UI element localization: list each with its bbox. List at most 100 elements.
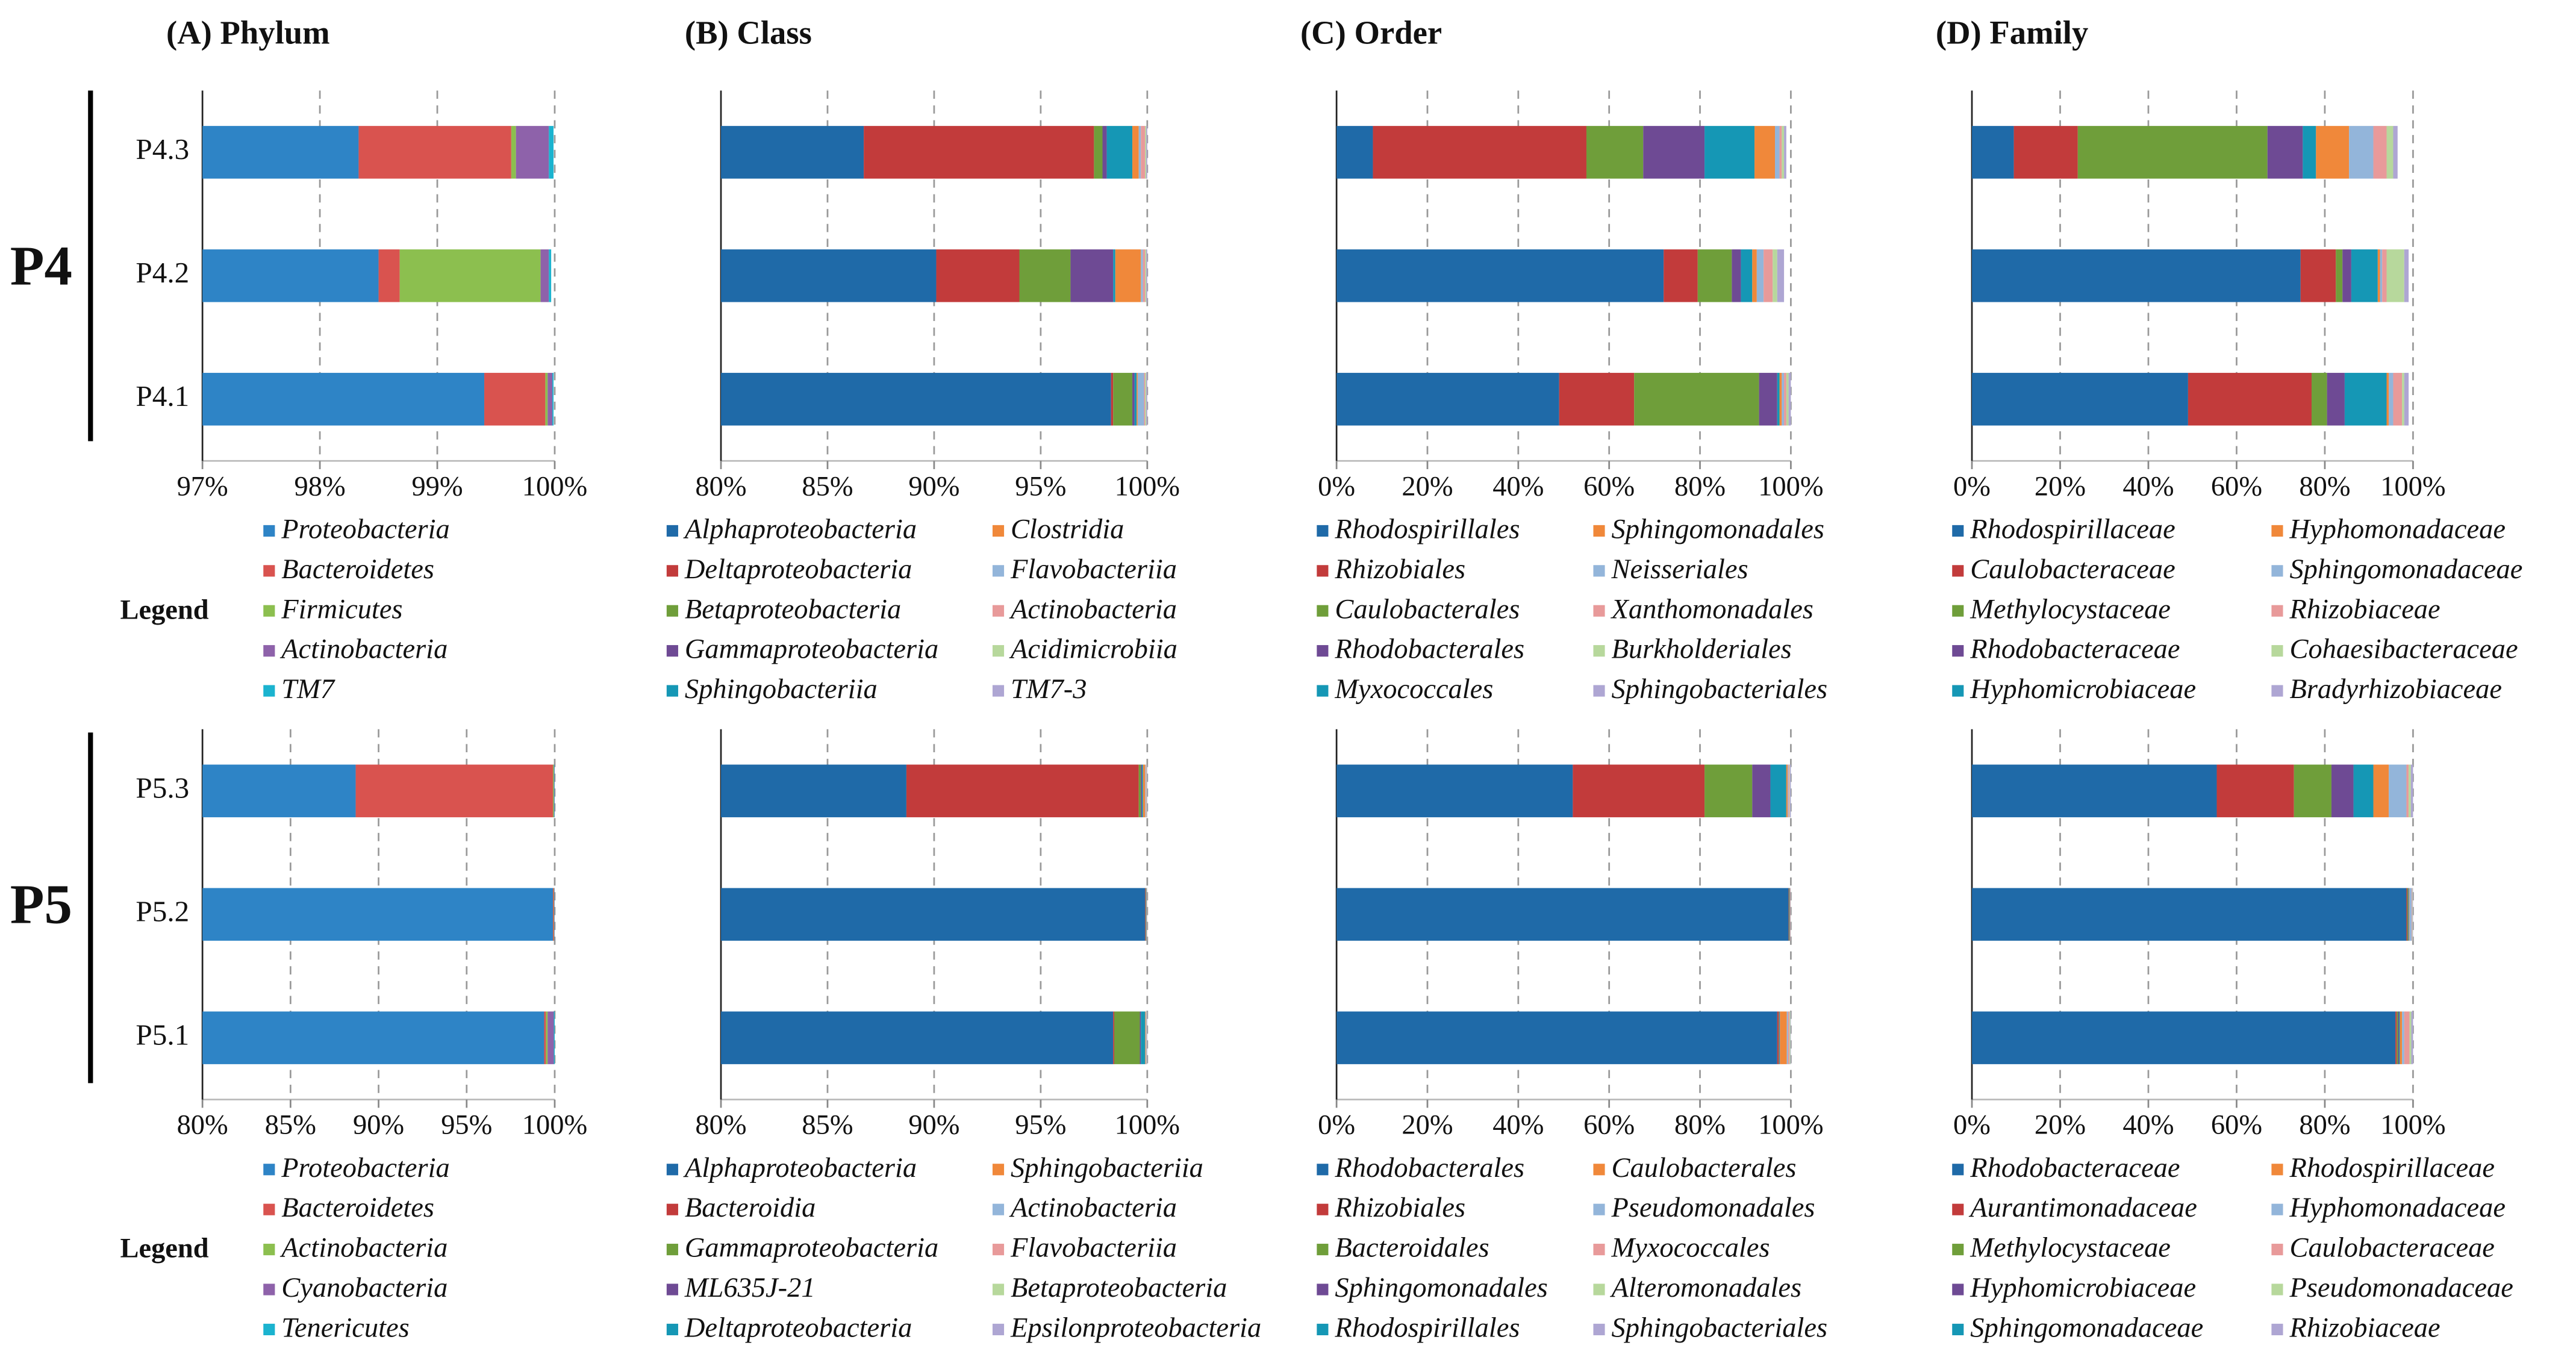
legend-swatch <box>666 1244 678 1256</box>
legend-label: Firmicutes <box>281 594 402 625</box>
bar-segment <box>2409 888 2410 941</box>
legend-swatch <box>666 565 678 577</box>
category-label: P5.3 <box>136 772 189 805</box>
legend-swatch <box>1952 645 1964 657</box>
legend-swatch <box>1952 565 1964 577</box>
x-tick-label: 20% <box>1402 1110 1453 1141</box>
legend-swatch <box>2271 525 2283 537</box>
x-tick-label: 95% <box>1015 1110 1066 1141</box>
legend-swatch <box>1952 685 1964 697</box>
x-tick-label: 97% <box>177 471 228 502</box>
bar-segment <box>1634 373 1759 426</box>
legend-label: Caulobacterales <box>1612 1153 1797 1183</box>
bar-segment <box>399 249 541 302</box>
legend-swatch <box>1593 645 1605 657</box>
bar-segment <box>1752 764 1771 817</box>
legend-label: Bacteroidetes <box>281 1193 434 1223</box>
legend-label: Alphaproteobacteria <box>683 514 917 544</box>
bar-segment <box>1102 126 1107 179</box>
x-tick-label: 80% <box>695 1110 746 1141</box>
bar-segment <box>2013 126 2078 179</box>
x-tick-label: 60% <box>1583 1110 1635 1141</box>
legend-label: Aurantimonadaceae <box>1968 1193 2197 1223</box>
legend-label: Sphingobacteriales <box>1612 1312 1828 1343</box>
bar-segment <box>2351 249 2378 302</box>
legend-label: Rhodospirillales <box>1334 1312 1520 1343</box>
legend-swatch <box>1593 1244 1605 1256</box>
bar-segment <box>1786 764 1788 817</box>
chart-title: (C) Order <box>1300 14 1442 51</box>
bar-segment <box>540 249 549 302</box>
bar-segment <box>1137 373 1138 426</box>
legend-label: Methylocystaceae <box>1969 594 2171 625</box>
bar-segment <box>1146 126 1147 179</box>
x-tick-label: 85% <box>802 471 853 502</box>
bar-segment <box>2395 1011 2397 1064</box>
legend-swatch <box>992 525 1005 537</box>
bar-segment <box>2389 373 2394 426</box>
x-tick-label: 80% <box>1674 471 1726 502</box>
legend-label: Rhodospirillaceae <box>2289 1153 2494 1183</box>
bar-segment <box>1786 373 1789 426</box>
x-tick-label: 0% <box>1318 471 1355 502</box>
bar-segment <box>1782 126 1785 179</box>
bar-segment <box>1779 373 1782 426</box>
bar-segment <box>1140 1011 1141 1064</box>
x-tick-label: 90% <box>353 1110 404 1141</box>
bar-segment <box>2294 764 2331 817</box>
x-tick-label: 0% <box>1953 471 1991 502</box>
bar-segment <box>2400 1011 2403 1064</box>
x-tick-label: 40% <box>2122 471 2174 502</box>
legend-swatch <box>263 1323 275 1335</box>
bar-segment <box>2077 126 2268 179</box>
bar-segment <box>1141 1011 1146 1064</box>
x-tick-label: 85% <box>802 1110 853 1141</box>
bar-segment <box>547 373 553 426</box>
legend-swatch <box>1593 565 1605 577</box>
bar-segment <box>1144 373 1146 426</box>
bar-segment <box>1115 249 1141 302</box>
legend-swatch <box>1317 1323 1329 1335</box>
bar-segment <box>2353 764 2374 817</box>
x-tick-label: 60% <box>2211 471 2262 502</box>
bar-segment <box>2373 764 2389 817</box>
legend-label: Rhodobacterales <box>1334 634 1524 665</box>
x-tick-label: 80% <box>1674 1110 1726 1141</box>
bar-segment <box>1664 249 1698 302</box>
x-tick-label: 20% <box>2035 471 2086 502</box>
bar-segment <box>1756 249 1764 302</box>
bar-segment <box>2406 764 2409 817</box>
legend-label: Sphingobacteriia <box>1011 1153 1203 1183</box>
bar-segment <box>721 764 906 817</box>
x-tick-label: 40% <box>1492 1110 1544 1141</box>
bar-segment <box>202 764 356 817</box>
legend-swatch <box>1317 525 1329 537</box>
legend-label: Alphaproteobacteria <box>683 1153 917 1183</box>
legend-label: Pseudomonadales <box>1611 1193 1815 1223</box>
bar-segment <box>1573 764 1705 817</box>
bar-segment <box>1559 373 1635 426</box>
legend-label: Deltaproteobacteria <box>684 1312 912 1343</box>
bar-segment <box>553 888 554 941</box>
bar-segment <box>2216 764 2294 817</box>
legend-label: Epsilonproteobacteria <box>1010 1312 1261 1343</box>
group-label: P4 <box>10 235 72 297</box>
bar-segment <box>1336 888 1789 941</box>
bar-segment <box>1070 249 1114 302</box>
bar-segment <box>2300 249 2336 302</box>
bar-segment <box>2393 126 2398 179</box>
bar-segment <box>2386 126 2394 179</box>
x-tick-label: 100% <box>1115 471 1180 502</box>
bar-segment <box>378 249 400 302</box>
bar-segment <box>1145 888 1146 941</box>
bar-segment <box>1138 126 1141 179</box>
legend-swatch <box>263 1164 275 1176</box>
bar-segment <box>553 764 554 817</box>
x-tick-label: 80% <box>695 471 746 502</box>
bar-segment <box>1145 1011 1146 1064</box>
bar-segment <box>2344 373 2387 426</box>
bar-segment <box>1141 249 1143 302</box>
legend-swatch <box>1317 1283 1329 1296</box>
bar-segment <box>1113 1011 1114 1064</box>
legend-label: Myxococcales <box>1334 674 1493 705</box>
